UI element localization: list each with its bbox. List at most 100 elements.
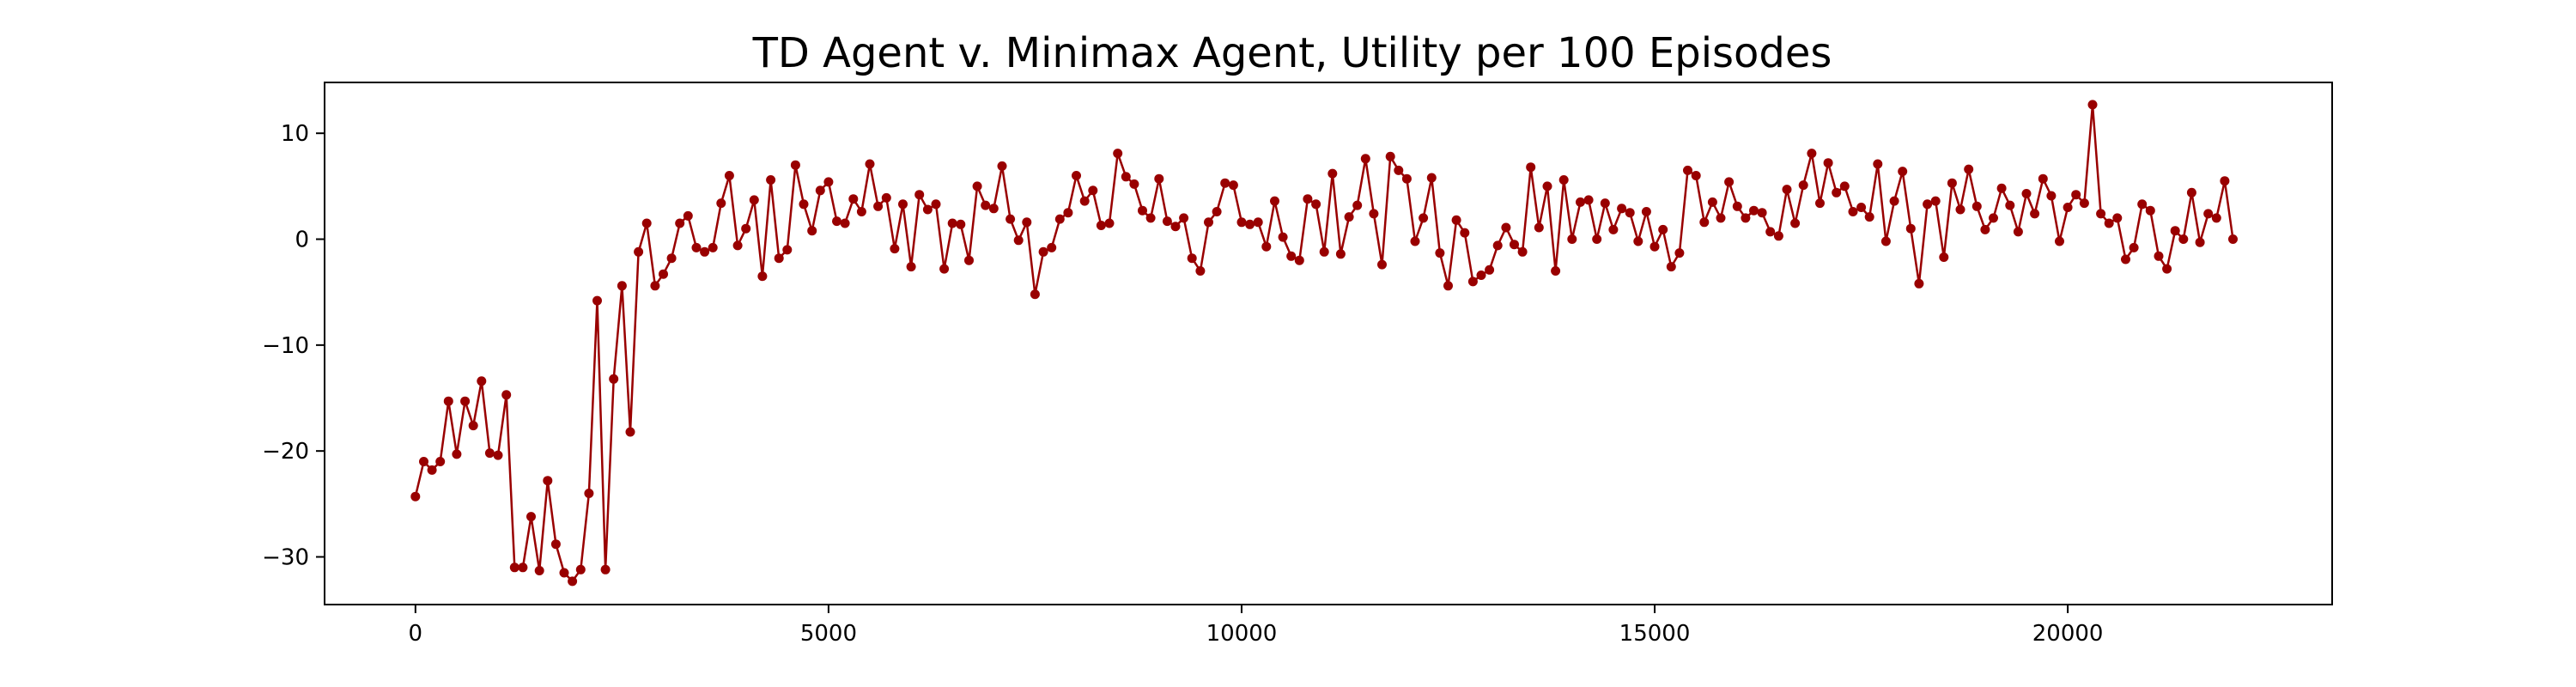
- data-point: [823, 177, 834, 187]
- data-point: [2129, 242, 2139, 252]
- data-point: [617, 281, 627, 291]
- data-point: [1914, 278, 1924, 289]
- data-point: [1534, 222, 1544, 233]
- data-point: [1311, 199, 1321, 210]
- data-point: [1443, 281, 1453, 291]
- data-point: [2112, 213, 2123, 223]
- data-point: [1707, 197, 1717, 207]
- data-point: [2038, 173, 2048, 184]
- data-point: [1600, 198, 1610, 209]
- data-point: [1782, 185, 1792, 195]
- data-point: [1121, 172, 1131, 182]
- data-point: [675, 218, 685, 228]
- data-point: [956, 219, 966, 229]
- y-tick-label: 10: [281, 121, 309, 147]
- data-point: [526, 512, 536, 522]
- data-point: [2178, 234, 2189, 244]
- data-point: [427, 465, 437, 475]
- data-point: [1947, 178, 1957, 188]
- data-point: [914, 190, 925, 200]
- data-point: [534, 566, 544, 575]
- data-point: [2154, 251, 2164, 261]
- data-point: [1625, 208, 1635, 218]
- data-point: [1154, 173, 1164, 184]
- data-point: [1079, 196, 1090, 206]
- data-point: [1245, 219, 1255, 229]
- data-point: [1551, 266, 1561, 276]
- data-point: [584, 489, 594, 498]
- data-point: [641, 218, 652, 228]
- data-point: [2104, 218, 2114, 228]
- data-point: [1716, 213, 1726, 223]
- data-point: [1072, 171, 1081, 180]
- data-point: [1401, 173, 1412, 184]
- data-point: [1294, 255, 1304, 265]
- data-point: [2121, 254, 2130, 264]
- data-point: [1038, 246, 1048, 257]
- data-point: [749, 195, 759, 205]
- data-point: [1741, 213, 1751, 223]
- data-point: [1971, 201, 1982, 211]
- data-point: [1435, 248, 1445, 258]
- data-point: [1344, 212, 1354, 222]
- data-point: [1476, 271, 1486, 280]
- data-point: [559, 568, 569, 578]
- data-point: [1666, 262, 1676, 272]
- data-point: [625, 427, 635, 437]
- data-point: [1286, 251, 1297, 261]
- data-point: [1873, 159, 1883, 169]
- data-point: [1113, 149, 1123, 159]
- data-point: [2203, 209, 2214, 219]
- x-tick-label: 20000: [2032, 621, 2104, 647]
- data-point: [2096, 209, 2106, 219]
- data-point: [609, 374, 619, 384]
- data-point: [435, 457, 446, 466]
- data-point: [2055, 236, 2064, 246]
- data-point: [732, 240, 743, 251]
- data-point: [939, 264, 950, 274]
- data-point: [2087, 100, 2098, 110]
- data-point: [766, 175, 776, 185]
- data-point: [1451, 215, 1461, 225]
- data-point: [1327, 168, 1338, 179]
- data-point: [2079, 198, 2089, 209]
- x-tick-label: 0: [409, 621, 423, 647]
- data-point: [2005, 200, 2015, 210]
- data-point: [1765, 227, 1776, 237]
- data-point: [1088, 185, 1098, 196]
- data-point: [1377, 259, 1387, 270]
- data-point: [981, 200, 991, 210]
- data-point: [1980, 224, 1990, 234]
- data-point: [1510, 240, 1519, 250]
- data-point: [468, 421, 478, 431]
- data-point: [1823, 158, 1833, 168]
- data-point: [1815, 198, 1825, 209]
- data-point: [2021, 189, 2032, 198]
- data-point: [1030, 289, 1040, 300]
- data-point: [1162, 216, 1172, 227]
- data-point: [1013, 235, 1024, 246]
- data-point: [1335, 249, 1346, 259]
- data-point: [997, 161, 1007, 171]
- y-tick-label: 0: [295, 228, 309, 253]
- data-point: [890, 244, 900, 254]
- series-line: [414, 103, 2234, 583]
- data-point: [947, 218, 957, 228]
- data-point: [1278, 232, 1288, 242]
- data-point: [550, 539, 561, 550]
- data-point: [1526, 162, 1536, 173]
- x-tick-label: 5000: [800, 621, 857, 647]
- data-point: [634, 246, 644, 257]
- data-point: [700, 246, 710, 257]
- data-point: [1212, 207, 1222, 216]
- data-point: [799, 199, 809, 210]
- data-point: [1939, 252, 1949, 262]
- data-point: [443, 396, 453, 406]
- data-point: [1898, 167, 1908, 177]
- data-point: [1253, 217, 1263, 228]
- data-point: [922, 204, 933, 215]
- y-tick-label: −10: [262, 333, 309, 359]
- chart-title: TD Agent v. Minimax Agent, Utility per 1…: [752, 29, 1832, 77]
- data-point: [1576, 197, 1585, 207]
